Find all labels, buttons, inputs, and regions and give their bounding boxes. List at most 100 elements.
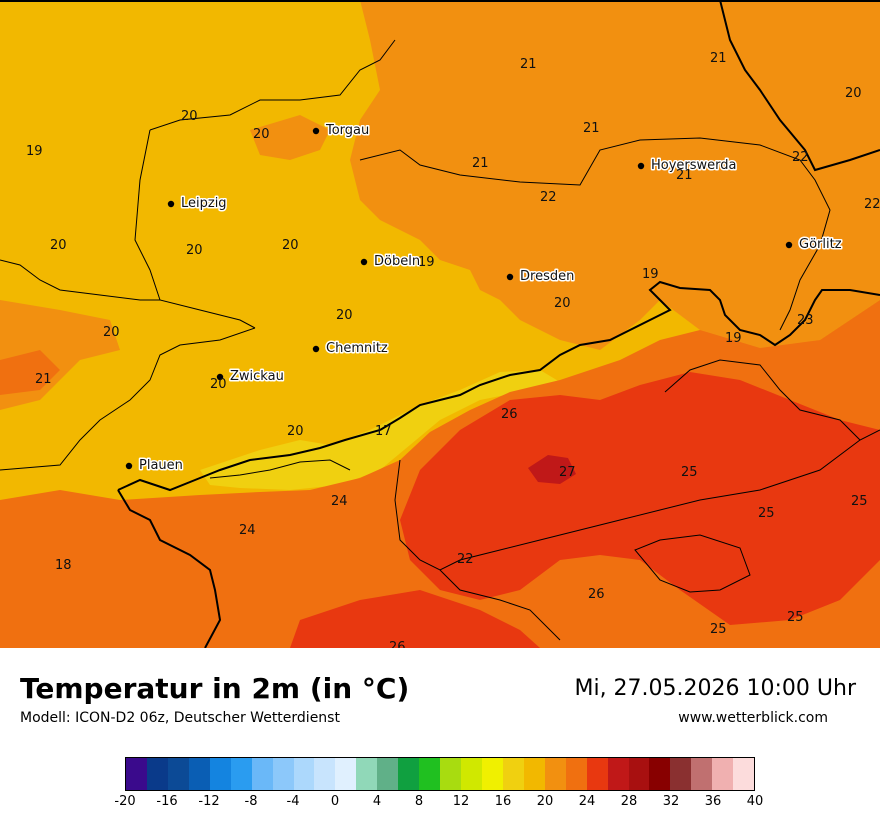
legend-tick-label: 20 xyxy=(536,794,554,809)
temp-label: 22 xyxy=(540,190,557,205)
svg-text:Torgau: Torgau xyxy=(325,123,369,138)
temp-label: 26 xyxy=(588,587,605,602)
legend-swatch xyxy=(146,758,168,790)
map-canvas: Torgau Leipzig Hoyerswerda Görlitz Döbel… xyxy=(0,0,880,648)
country-border xyxy=(0,0,880,648)
temp-label: 20 xyxy=(210,377,227,392)
temp-label: 17 xyxy=(375,424,392,439)
temp-label: 20 xyxy=(50,238,67,253)
temp-label: 25 xyxy=(851,494,868,509)
city-dresden: Dresden xyxy=(506,268,576,286)
legend-swatch xyxy=(314,758,336,790)
forecast-datetime: Mi, 27.05.2026 10:00 Uhr xyxy=(574,676,856,701)
legend-tick-label: -8 xyxy=(244,794,258,809)
city-doebeln: Döbeln xyxy=(360,253,422,271)
svg-text:Dresden: Dresden xyxy=(520,269,574,284)
legend-tick-label: -16 xyxy=(156,794,178,809)
model-credit: Modell: ICON-D2 06z, Deutscher Wetterdie… xyxy=(20,710,340,726)
svg-text:Hoyerswerda: Hoyerswerda xyxy=(651,158,737,173)
temp-label: 20 xyxy=(554,296,571,311)
temp-label: 21 xyxy=(583,121,600,136)
svg-text:Zwickau: Zwickau xyxy=(230,369,284,384)
legend-swatch xyxy=(628,758,650,790)
city-markers: Torgau Leipzig Hoyerswerda Görlitz Döbel… xyxy=(125,122,843,475)
legend-tick-label: 24 xyxy=(578,794,596,809)
temp-label: 24 xyxy=(331,494,348,509)
temp-field-26 xyxy=(400,372,880,625)
district-borders xyxy=(0,39,880,641)
temperature-labels: 21 21 20 20 20 19 21 21 22 21 22 20 20 2… xyxy=(26,51,880,648)
legend-tick-label: 8 xyxy=(414,794,424,809)
legend-swatch xyxy=(565,758,587,790)
temp-field-28 xyxy=(528,455,576,484)
legend-swatch xyxy=(419,758,441,790)
temp-label: 20 xyxy=(181,109,198,124)
legend-swatch xyxy=(607,758,629,790)
temp-label: 22 xyxy=(864,197,880,212)
svg-text:Görlitz: Görlitz xyxy=(799,237,842,252)
temp-label: 20 xyxy=(253,127,270,142)
temp-label: 20 xyxy=(287,424,304,439)
temp-label: 20 xyxy=(103,325,120,340)
temp-label: 21 xyxy=(676,168,693,183)
legend-tick-label: 4 xyxy=(372,794,382,809)
temp-label: 25 xyxy=(710,622,727,637)
legend-tick-label: 16 xyxy=(494,794,512,809)
temp-label: 22 xyxy=(792,150,809,165)
legend-swatch xyxy=(335,758,357,790)
temp-label: 19 xyxy=(418,255,435,270)
map-footer: Temperatur in 2m (in °C) Modell: ICON-D2… xyxy=(0,648,880,830)
legend-tick-label: 32 xyxy=(662,794,680,809)
legend-swatch xyxy=(733,758,755,790)
temp-label: 22 xyxy=(457,552,474,567)
legend-swatch xyxy=(481,758,503,790)
legend-tick-label: 36 xyxy=(704,794,722,809)
legend-swatch xyxy=(167,758,189,790)
temp-label: 20 xyxy=(282,238,299,253)
temp-field-22b xyxy=(250,115,330,160)
temp-label: 20 xyxy=(336,308,353,323)
legend-swatch xyxy=(251,758,273,790)
legend-swatch xyxy=(209,758,231,790)
legend-swatch xyxy=(356,758,378,790)
temp-field-24b xyxy=(0,350,60,395)
temp-label: 19 xyxy=(725,331,742,346)
temp-label: 18 xyxy=(55,558,72,573)
temp-label: 25 xyxy=(758,506,775,521)
legend-swatch xyxy=(544,758,566,790)
legend-swatch xyxy=(502,758,524,790)
legend-swatch xyxy=(293,758,315,790)
temp-label: 20 xyxy=(186,243,203,258)
city-chemnitz: Chemnitz xyxy=(312,340,389,358)
legend-swatch xyxy=(230,758,252,790)
temp-label: 21 xyxy=(710,51,727,66)
temp-field-22 xyxy=(350,0,880,350)
city-leipzig: Leipzig xyxy=(167,195,228,213)
legend-swatch xyxy=(461,758,482,790)
legend-swatch xyxy=(398,758,420,790)
temp-label: 26 xyxy=(389,640,406,648)
svg-text:Plauen: Plauen xyxy=(139,458,183,473)
website-link[interactable]: www.wetterblick.com xyxy=(678,710,828,726)
legend-swatch xyxy=(712,758,734,790)
legend-tick-label: 0 xyxy=(330,794,340,809)
svg-text:Leipzig: Leipzig xyxy=(181,196,227,211)
city-plauen: Plauen xyxy=(125,457,184,475)
legend-swatch xyxy=(523,758,545,790)
legend-swatch xyxy=(691,758,713,790)
legend-tick-label: -20 xyxy=(114,794,136,809)
city-goerlitz: Görlitz xyxy=(785,236,843,254)
city-zwickau: Zwickau xyxy=(216,368,285,386)
svg-text:Döbeln: Döbeln xyxy=(374,254,420,269)
city-torgau: Torgau xyxy=(312,122,371,140)
legend-swatch xyxy=(188,758,210,790)
temp-label: 21 xyxy=(472,156,489,171)
legend-swatch xyxy=(649,758,671,790)
legend-tick-label: -4 xyxy=(286,794,300,809)
legend-tick-label: -12 xyxy=(198,794,220,809)
temp-label: 25 xyxy=(681,465,698,480)
legend-tick-label: 12 xyxy=(452,794,470,809)
legend-tick-label: 40 xyxy=(746,794,764,809)
temp-label: 25 xyxy=(787,610,804,625)
temp-label: 21 xyxy=(35,372,52,387)
